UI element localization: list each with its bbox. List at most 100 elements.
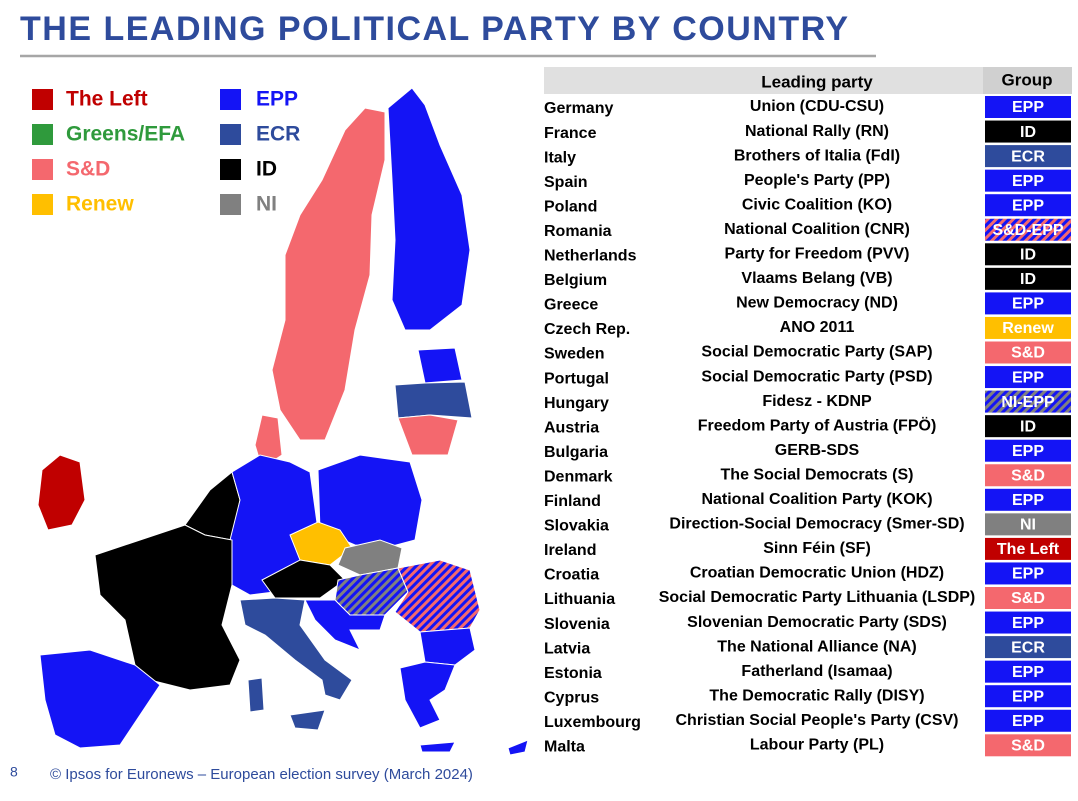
sicily <box>289 709 326 731</box>
country: Croatia <box>544 567 599 584</box>
party: The National Alliance (NA) <box>717 638 916 655</box>
croatia-slovenia <box>304 599 386 651</box>
crete <box>419 741 456 753</box>
party: Labour Party (PL) <box>750 737 884 754</box>
country: Poland <box>544 198 597 215</box>
group-badge <box>985 488 1071 511</box>
party: Party for Freedom (PVV) <box>725 246 910 263</box>
party: Direction-Social Democracy (Smer-SD) <box>669 516 964 533</box>
group: S&D-EPP <box>992 222 1063 239</box>
lithuania <box>397 414 459 456</box>
sweden <box>271 107 386 441</box>
group-badge <box>985 316 1071 339</box>
ireland <box>37 454 86 531</box>
country: Latvia <box>544 640 590 657</box>
bulgaria <box>419 627 476 666</box>
group-badge <box>985 709 1071 732</box>
group-badge <box>985 611 1071 634</box>
country: Hungary <box>544 395 609 412</box>
group: EPP <box>1012 713 1044 730</box>
country: Italy <box>544 149 576 166</box>
party: Freedom Party of Austria (FPÖ) <box>698 415 937 434</box>
party: Fidesz - KDNP <box>762 393 872 410</box>
party: Social Democratic Party (SAP) <box>701 344 932 361</box>
group: EPP <box>1012 443 1044 460</box>
country: Belgium <box>544 272 607 289</box>
group: NI <box>1020 517 1036 534</box>
group-badge <box>985 734 1071 757</box>
group: Renew <box>1002 320 1054 337</box>
romania <box>394 559 481 633</box>
group: S&D <box>1011 590 1045 607</box>
legend-swatch <box>220 194 241 215</box>
group: ID <box>1020 247 1036 264</box>
country: Ireland <box>544 542 596 559</box>
country: Germany <box>544 100 613 117</box>
party: Brothers of Italia (FdI) <box>734 147 900 164</box>
party: ANO 2011 <box>780 319 855 336</box>
latvia <box>394 381 473 419</box>
group: ECR <box>1011 639 1045 656</box>
group: EPP <box>1012 615 1044 632</box>
group-badge <box>985 145 1071 168</box>
country: Greece <box>544 297 598 314</box>
group: EPP <box>1012 566 1044 583</box>
country: Spain <box>544 174 588 191</box>
group: EPP <box>1012 99 1044 116</box>
party: Social Democratic Party Lithuania (LSDP) <box>659 589 976 606</box>
party: Vlaams Belang (VB) <box>741 270 892 287</box>
group-badge <box>985 415 1071 438</box>
group-badge <box>985 562 1071 585</box>
source: © Ipsos for Euronews – European election… <box>50 766 473 783</box>
header-party: Leading party <box>761 72 873 91</box>
group-badge <box>985 636 1071 659</box>
country: Sweden <box>544 346 604 363</box>
map <box>37 87 529 756</box>
group: ID <box>1020 418 1036 435</box>
legend-label: Renew <box>66 193 134 216</box>
party: National Coalition (CNR) <box>724 221 910 238</box>
greece <box>399 661 456 729</box>
party: People's Party (PP) <box>744 172 890 189</box>
country: Czech Rep. <box>544 321 630 338</box>
party: Christian Social People's Party (CSV) <box>676 712 959 729</box>
country: Finland <box>544 493 601 510</box>
group: EPP <box>1012 296 1044 313</box>
legend: The Left Greens/EFA S&D Renew EPP ECR ID NI <box>32 88 300 216</box>
party: The Social Democrats (S) <box>721 466 914 483</box>
group-badge <box>985 169 1071 192</box>
legend-label: Greens/EFA <box>66 123 185 146</box>
sardinia <box>247 677 265 713</box>
party: New Democracy (ND) <box>736 295 898 312</box>
title: THE LEADING POLITICAL PARTY BY COUNTRY <box>20 10 850 48</box>
table: Germany Union (CDU-CSU) EPP France National … <box>544 96 1071 757</box>
country: Cyprus <box>544 689 599 706</box>
party: Union (CDU-CSU) <box>750 98 884 115</box>
group: The Left <box>997 541 1060 558</box>
italy <box>239 597 353 701</box>
legend-label: EPP <box>256 88 298 111</box>
country: Bulgaria <box>544 444 608 461</box>
group-header-bg <box>983 67 1072 94</box>
country: Slovakia <box>544 518 609 535</box>
group-badge <box>985 464 1071 487</box>
country: Austria <box>544 419 599 436</box>
group-badge <box>985 120 1071 143</box>
group-badge <box>985 194 1071 217</box>
group: NI-EPP <box>1001 394 1055 411</box>
legend-label: The Left <box>66 88 148 111</box>
party: Fatherland (Isamaa) <box>741 663 892 680</box>
group: EPP <box>1012 369 1044 386</box>
group-badge <box>985 267 1071 290</box>
group-badge <box>985 660 1071 683</box>
country: Denmark <box>544 468 613 485</box>
group-badge <box>985 439 1071 462</box>
header-group: Group <box>1002 70 1053 89</box>
party: Croatian Democratic Union (HDZ) <box>690 565 944 582</box>
group: EPP <box>1012 688 1044 705</box>
party: National Coalition Party (KOK) <box>701 491 932 508</box>
group-badge <box>985 587 1071 609</box>
page-number: 8 <box>10 764 18 780</box>
party: Sinn Féin (SF) <box>763 540 871 557</box>
